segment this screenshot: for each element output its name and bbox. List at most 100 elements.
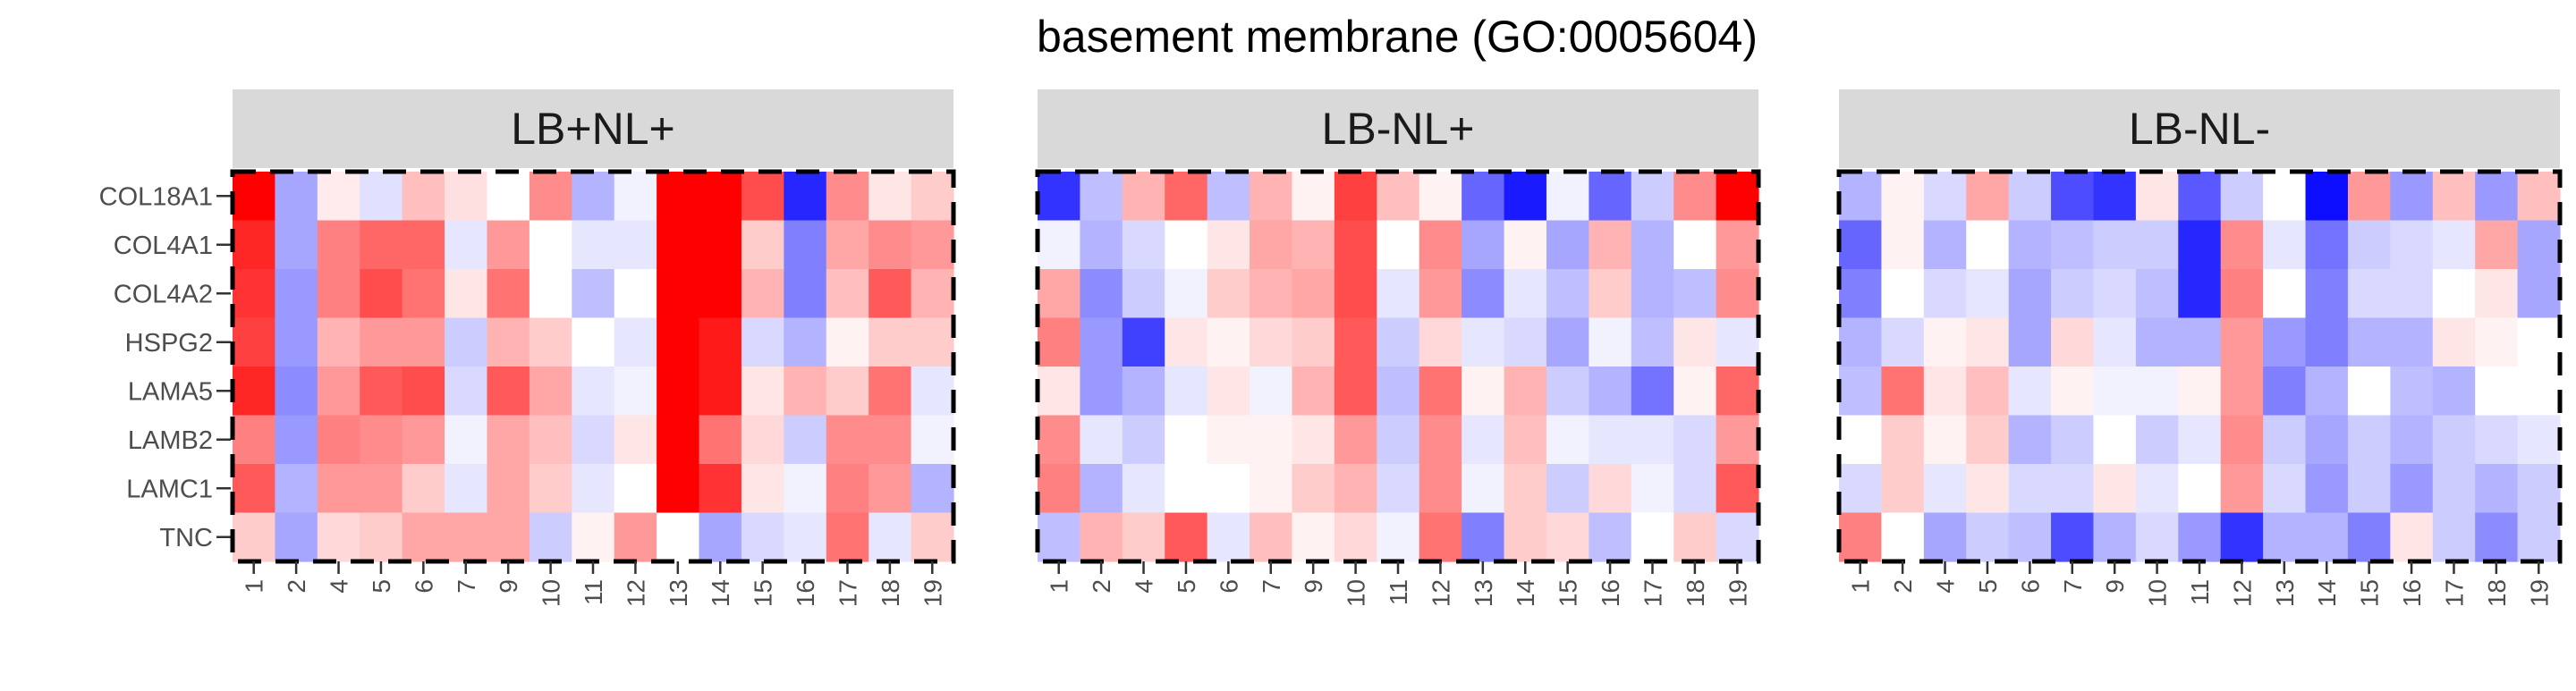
heatmap-tile xyxy=(869,220,912,270)
heatmap-tile xyxy=(275,172,318,222)
heatmap-tile xyxy=(2390,317,2434,367)
heatmap-tile xyxy=(1080,269,1123,319)
heatmap-tile xyxy=(784,220,827,270)
heatmap-tile xyxy=(2093,317,2137,367)
x-tick-label: 11 xyxy=(1385,579,1412,605)
facet-title: LB-NL+ xyxy=(1322,104,1475,154)
heatmap-tile xyxy=(2263,464,2307,514)
heatmap-tile xyxy=(1038,317,1081,367)
heatmap-tile xyxy=(657,367,700,417)
heatmap-tile xyxy=(2390,220,2434,270)
heatmap-tile xyxy=(869,172,912,222)
heatmap-tile xyxy=(1674,220,1717,270)
heatmap-tile xyxy=(2135,269,2179,319)
heatmap-tile xyxy=(2347,512,2391,562)
heatmap-tile xyxy=(2008,464,2052,514)
heatmap-tile xyxy=(1631,317,1674,367)
heatmap-tile xyxy=(2008,512,2052,562)
heatmap-tile xyxy=(699,172,742,222)
heatmap-tile xyxy=(2432,367,2476,417)
heatmap-tile xyxy=(487,367,530,417)
facet-title: LB-NL- xyxy=(2129,104,2270,154)
heatmap-tile xyxy=(529,464,572,514)
heatmap-tile xyxy=(1292,269,1335,319)
heatmap-tile xyxy=(2008,415,2052,465)
heatmap-tile xyxy=(1250,220,1293,270)
heatmap-tile xyxy=(360,512,403,562)
heatmap-tile xyxy=(2178,317,2222,367)
heatmap-tile xyxy=(2135,172,2179,222)
heatmap-tile xyxy=(1504,269,1547,319)
heatmap-tile xyxy=(699,317,742,367)
facet-strip xyxy=(233,89,953,168)
heatmap-tile xyxy=(699,269,742,319)
heatmap-tile xyxy=(911,269,954,319)
heatmap-tile xyxy=(360,269,403,319)
heatmap-tile xyxy=(2517,512,2561,562)
heatmap-tile xyxy=(1292,415,1335,465)
heatmap-tile xyxy=(1207,172,1250,222)
heatmap-tile xyxy=(1716,415,1759,465)
heatmap-tile xyxy=(741,269,784,319)
heatmap-tile xyxy=(233,220,276,270)
heatmap-tile xyxy=(1250,317,1293,367)
heatmap-tile xyxy=(2390,367,2434,417)
heatmap-tile xyxy=(1419,512,1462,562)
heatmap-tile xyxy=(1716,367,1759,417)
heatmap-tile xyxy=(1839,220,1883,270)
heatmap-tile xyxy=(2178,367,2222,417)
heatmap-tile xyxy=(2347,367,2391,417)
x-tick-label: 14 xyxy=(2313,579,2341,607)
heatmap-tile xyxy=(2517,269,2561,319)
heatmap-tile xyxy=(1250,512,1293,562)
x-tick-label: 13 xyxy=(665,579,692,607)
heatmap-tile xyxy=(1674,367,1717,417)
heatmap-tile xyxy=(317,269,360,319)
heatmap-tile xyxy=(2432,220,2476,270)
heatmap-tile xyxy=(1165,317,1208,367)
heatmap-tile xyxy=(1462,220,1505,270)
heatmap-tile xyxy=(275,512,318,562)
heatmap-tile xyxy=(1165,464,1208,514)
heatmap-tile xyxy=(784,317,827,367)
heatmap-tile xyxy=(869,367,912,417)
heatmap-tile xyxy=(2051,220,2095,270)
heatmap-tile xyxy=(1334,415,1377,465)
heatmap-tile xyxy=(1038,172,1081,222)
heatmap-tile xyxy=(2135,220,2179,270)
heatmap-tile xyxy=(614,415,657,465)
heatmap-tile xyxy=(2263,512,2307,562)
heatmap-tile xyxy=(1377,415,1420,465)
heatmap-tile xyxy=(1250,367,1293,417)
heatmap-tile xyxy=(1419,269,1462,319)
heatmap-tile xyxy=(1966,367,2010,417)
heatmap-tile xyxy=(487,269,530,319)
heatmap-tile xyxy=(1080,512,1123,562)
heatmap-tile xyxy=(529,220,572,270)
heatmap-tile xyxy=(2093,172,2137,222)
heatmap-tile xyxy=(572,269,615,319)
heatmap-tile xyxy=(1881,367,1925,417)
heatmap-tile xyxy=(1122,220,1165,270)
x-tick-label: 6 xyxy=(1215,579,1242,594)
heatmap-tile xyxy=(1377,172,1420,222)
heatmap-tile xyxy=(869,317,912,367)
x-tick-label: 19 xyxy=(919,579,946,607)
heatmap-tile xyxy=(1462,269,1505,319)
heatmap-tile xyxy=(1080,172,1123,222)
heatmap-tile xyxy=(2347,269,2391,319)
heatmap-tile xyxy=(1165,367,1208,417)
heatmap-tile xyxy=(2305,367,2349,417)
heatmap-tile xyxy=(1546,367,1589,417)
heatmap-tile xyxy=(487,317,530,367)
heatmap-tile xyxy=(1716,464,1759,514)
x-tick-label: 15 xyxy=(750,579,777,607)
heatmap-tile xyxy=(784,269,827,319)
heatmap-tile xyxy=(1546,172,1589,222)
x-tick-label: 19 xyxy=(2525,579,2553,607)
heatmap-tile xyxy=(2051,269,2095,319)
heatmap-tile xyxy=(1881,220,1925,270)
heatmap-tile xyxy=(1589,220,1632,270)
heatmap-tile xyxy=(1504,464,1547,514)
heatmap-tile xyxy=(402,172,445,222)
